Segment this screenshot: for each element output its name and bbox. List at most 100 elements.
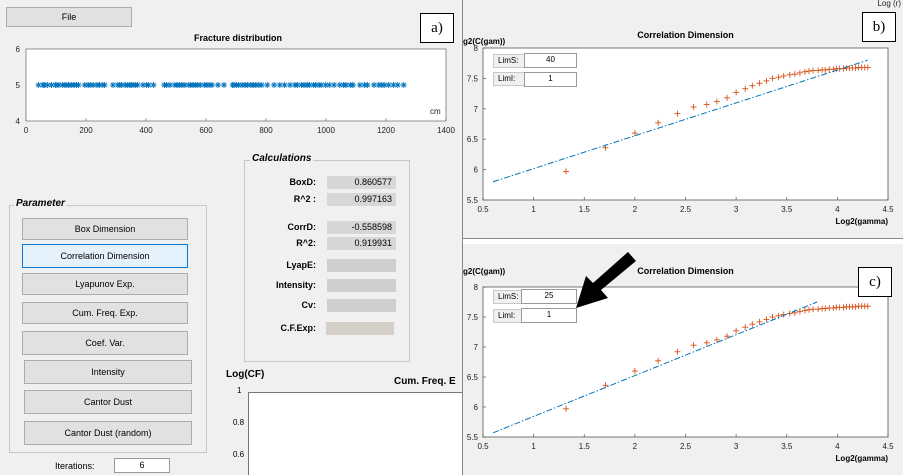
cantor-dust-button[interactable]: Cantor Dust bbox=[24, 390, 192, 414]
corr-title: Correlation Dimension bbox=[637, 30, 734, 40]
corr-data-point bbox=[840, 65, 847, 72]
corr-data-point bbox=[703, 101, 710, 108]
fracture-xtick: 0 bbox=[24, 126, 29, 135]
fracture-marker bbox=[331, 82, 338, 88]
corr-xtick: 4.5 bbox=[882, 442, 894, 451]
corr-xtick: 3.5 bbox=[781, 442, 793, 451]
corr-data-point bbox=[822, 66, 829, 73]
fracture-ytick: 6 bbox=[16, 45, 21, 54]
fracture-marker bbox=[215, 82, 221, 88]
corr-data-point bbox=[563, 168, 570, 175]
corr-xtick: 4 bbox=[835, 442, 840, 451]
corr-xtick: 1 bbox=[531, 442, 536, 451]
corr-ytick: 6.5 bbox=[467, 373, 479, 382]
fracture-ytick: 4 bbox=[16, 117, 21, 126]
corr-data-point bbox=[724, 333, 731, 340]
corr-xtick: 3.5 bbox=[781, 205, 793, 214]
corr-data-point bbox=[756, 318, 763, 325]
corr-data-point bbox=[864, 64, 871, 71]
fracture-xtick: 1200 bbox=[377, 126, 395, 135]
intensity-button[interactable]: Intensity bbox=[24, 360, 192, 384]
lims-input-c[interactable]: 25 bbox=[521, 289, 577, 304]
coef-var-button[interactable]: Coef. Var. bbox=[22, 331, 188, 355]
corr-data-point bbox=[830, 305, 837, 311]
fracture-marker bbox=[281, 82, 288, 88]
corr-data-point bbox=[713, 98, 720, 105]
limi-input-b[interactable]: 1 bbox=[524, 72, 577, 87]
fracture-xtick: 600 bbox=[199, 126, 213, 135]
box-dimension-button[interactable]: Box Dimension bbox=[22, 218, 188, 240]
cumfreq-ytick-1: 1 bbox=[237, 386, 242, 395]
cumfreq-title: Cum. Freq. E bbox=[394, 376, 456, 387]
cantor-dust-random-button[interactable]: Cantor Dust (random) bbox=[24, 421, 192, 445]
corr-xtick: 2 bbox=[633, 442, 638, 451]
corr-b-corner-text: Log (r) bbox=[877, 0, 901, 8]
corr-data-point bbox=[749, 321, 756, 328]
fracture-marker bbox=[264, 82, 271, 88]
corr-title: Correlation Dimension bbox=[637, 266, 734, 276]
corr-ytick: 7.5 bbox=[467, 74, 479, 83]
corr-data-point bbox=[810, 306, 817, 313]
fracture-xtick: 200 bbox=[79, 126, 93, 135]
corr-data-point bbox=[690, 342, 697, 349]
corr-data-point bbox=[713, 336, 720, 343]
calc-label: C.F.Exp: bbox=[280, 323, 316, 333]
corr-xtick: 4 bbox=[835, 205, 840, 214]
corr-ytick: 6.5 bbox=[467, 135, 479, 144]
corr-xtick: 0.5 bbox=[477, 442, 489, 451]
lims-input-b[interactable]: 40 bbox=[524, 53, 577, 68]
fracture-xtick: 800 bbox=[259, 126, 273, 135]
corr-data-point bbox=[756, 80, 763, 87]
corr-data-point bbox=[796, 308, 803, 315]
corr-data-point bbox=[724, 94, 731, 101]
corr-xtick: 3 bbox=[734, 442, 739, 451]
calc-label: Intensity: bbox=[275, 280, 316, 290]
fracture-marker bbox=[140, 82, 146, 88]
corr-data-point bbox=[864, 303, 871, 310]
fracture-marker bbox=[150, 82, 157, 88]
limi-input-c[interactable]: 1 bbox=[521, 308, 577, 323]
cumfreq-ytick-2: 0.8 bbox=[233, 418, 245, 427]
corr-data-point bbox=[631, 368, 638, 374]
fracture-marker bbox=[90, 82, 97, 88]
lyapunov-exp-button[interactable]: Lyapunov Exp. bbox=[22, 273, 188, 295]
corr-xtick: 3 bbox=[734, 205, 739, 214]
corr-data-point bbox=[733, 327, 740, 334]
corr-fit-line bbox=[492, 301, 818, 434]
parameter-group bbox=[9, 205, 207, 453]
file-menu-button[interactable]: File bbox=[6, 7, 132, 27]
cumfreq-ylabel: Log(CF) bbox=[226, 369, 265, 380]
corr-xtick: 1.5 bbox=[579, 205, 591, 214]
corr-data-point bbox=[655, 119, 662, 126]
panel-tag-b: b) bbox=[862, 12, 896, 42]
calculations-title: Calculations bbox=[250, 153, 314, 164]
fracture-marker bbox=[394, 82, 401, 88]
fracture-marker bbox=[350, 82, 356, 88]
cum-freq-exp-button[interactable]: Cum. Freq. Exp. bbox=[22, 302, 188, 324]
cumfreq-axes bbox=[248, 392, 462, 475]
calc-value bbox=[326, 322, 394, 335]
corr-xtick: 1.5 bbox=[579, 442, 591, 451]
calc-value bbox=[327, 259, 396, 272]
corr-data-point bbox=[763, 316, 770, 323]
limi-label-b: LimI: bbox=[493, 72, 525, 86]
fracture-marker bbox=[167, 82, 173, 88]
limi-label-c: LimI: bbox=[493, 309, 522, 323]
correlation-dimension-button[interactable]: Correlation Dimension bbox=[22, 244, 188, 268]
cumfreq-ytick-3: 0.6 bbox=[233, 450, 245, 459]
fracture-marker bbox=[75, 82, 82, 88]
iterations-input[interactable]: 6 bbox=[114, 458, 170, 473]
corr-ytick: 7.5 bbox=[467, 313, 479, 322]
lims-label-b: LimS: bbox=[493, 54, 525, 68]
corr-data-point bbox=[690, 103, 697, 110]
fracture-xtick: 400 bbox=[139, 126, 153, 135]
calc-value: -0.558598 bbox=[327, 221, 396, 234]
corr-data-point bbox=[806, 306, 813, 313]
corr-axes bbox=[482, 47, 889, 201]
corr-xtick: 4.5 bbox=[882, 205, 894, 214]
calc-label: R^2: bbox=[296, 238, 316, 248]
calc-value bbox=[327, 279, 396, 292]
corr-xtick: 2.5 bbox=[680, 205, 692, 214]
corr-fit-line bbox=[492, 59, 868, 183]
fracture-marker bbox=[134, 82, 141, 88]
